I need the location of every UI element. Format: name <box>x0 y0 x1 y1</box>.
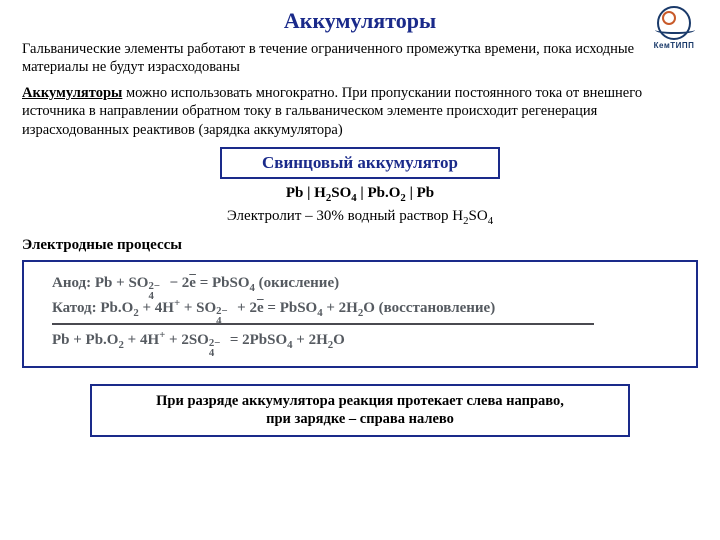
accumulators-term: Аккумуляторы <box>22 85 122 101</box>
cell-notation: Pb | H2SO4 | Pb.O2 | Pb <box>22 185 698 204</box>
summary-line-2: при зарядке – справа налево <box>102 410 618 429</box>
equations-box: Анод: Pb + SO2−4 − 2e = PbSO4 (окисление… <box>22 260 698 368</box>
electrolyte-line: Электролит – 30% водный раствор H2SO4 <box>22 208 698 227</box>
logo-ring-icon <box>657 6 691 40</box>
summary-box: При разряде аккумулятора реакция протека… <box>90 384 630 438</box>
summary-line-1: При разряде аккумулятора реакция протека… <box>102 392 618 411</box>
lead-acid-title-box: Свинцовый аккумулятор <box>220 147 500 179</box>
anode-equation: Анод: Pb + SO2−4 − 2e = PbSO4 (окисление… <box>52 275 668 294</box>
net-equation: Pb + Pb.O2 + 4H+ + 2SO2−4 = 2PbSO4 + 2H2… <box>52 329 668 351</box>
page-title: Аккумуляторы <box>22 8 698 34</box>
institution-logo: КемТИПП <box>644 6 704 50</box>
cathode-equation: Катод: Pb.O2 + 4H+ + SO2−4 + 2e = PbSO4 … <box>52 297 668 319</box>
intro-paragraph-1: Гальванические элементы работают в течен… <box>22 40 698 76</box>
equation-divider <box>52 323 594 325</box>
logo-label: КемТИПП <box>654 41 695 50</box>
intro-paragraph-2: Аккумуляторы можно использовать многокра… <box>22 84 698 138</box>
electrode-processes-label: Электродные процессы <box>22 237 698 254</box>
